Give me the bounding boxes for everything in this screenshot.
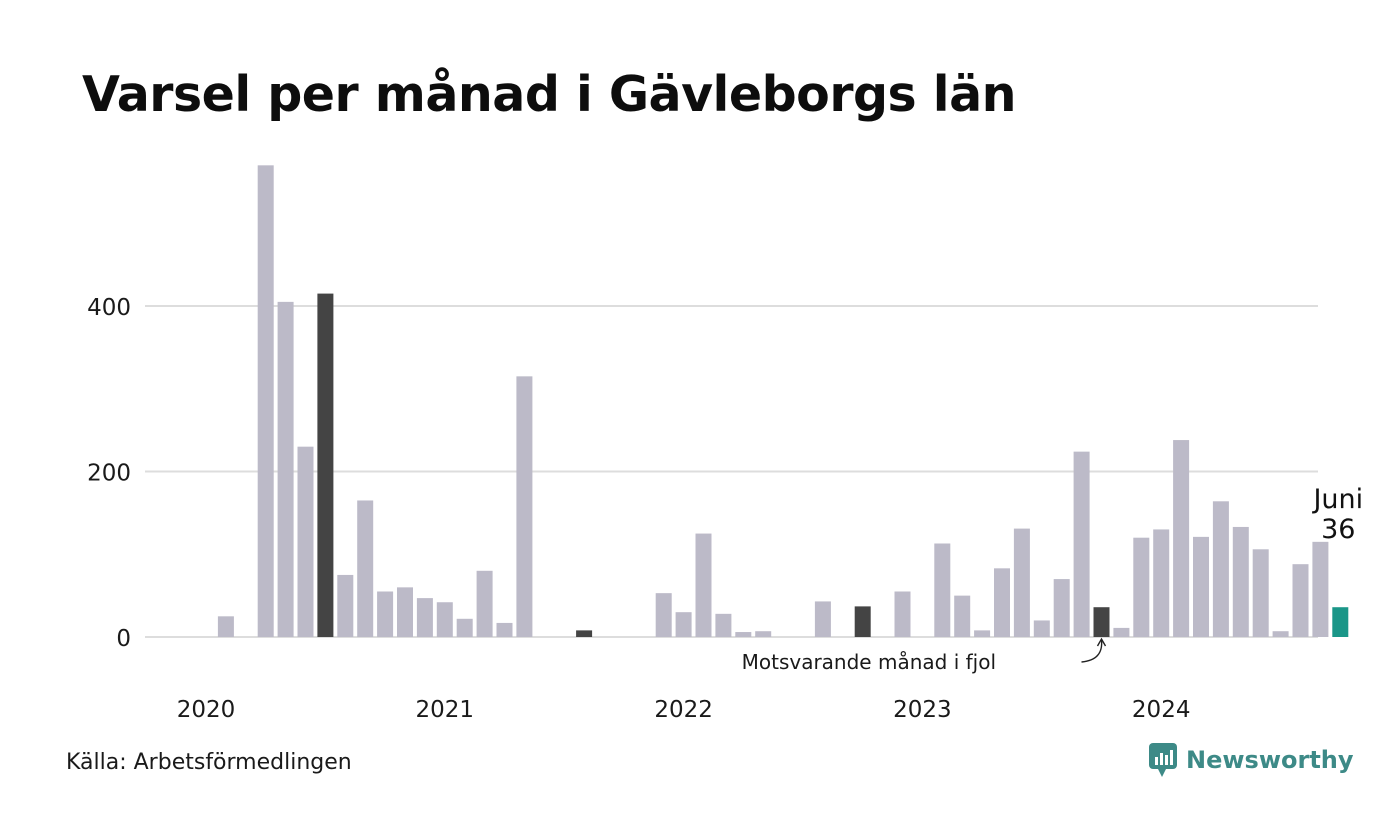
bar-2020-09 (357, 500, 374, 637)
x-tick-label: 2024 (1132, 697, 1191, 723)
bar-2024-02 (1173, 440, 1190, 637)
bar-2020-11 (397, 587, 413, 637)
brand-logo[interactable]: Newsworthy (1148, 742, 1354, 778)
bar-2020-12 (416, 598, 433, 637)
bar-2020-02 (217, 616, 234, 637)
annotation-current-value: 36 (1321, 514, 1355, 545)
bar-2024-04 (1212, 501, 1229, 637)
annotation-arrow (1081, 639, 1103, 663)
bar-2023-08 (1053, 579, 1070, 637)
bar-2020-06 (297, 446, 314, 637)
y-tick-label: 0 (116, 626, 131, 652)
bar-2021-01 (436, 602, 453, 637)
bar-2023-03 (954, 595, 971, 637)
x-tick-label: 2023 (893, 697, 952, 723)
bar-2021-05 (516, 376, 533, 637)
chart-title: Varsel per månad i Gävleborgs län (82, 66, 1017, 123)
y-tick-label: 200 (87, 461, 131, 487)
annotation-current-month: Juni (1311, 484, 1363, 515)
bar-2023-04 (974, 630, 991, 637)
bar-2023-12 (1133, 537, 1150, 637)
bar-2021-04 (496, 622, 513, 637)
bar-2020-10 (377, 591, 394, 637)
y-tick-label: 400 (87, 295, 131, 321)
bar-chart: 0 200 400 2020 2021 2022 2023 2024 Motsvarande m… (87, 165, 1363, 723)
bar-2021-12 (655, 593, 672, 637)
bar-2022-03 (715, 613, 732, 637)
bar-undefined (1332, 607, 1349, 637)
bar-2022-01 (675, 612, 692, 637)
source-label: Källa: Arbetsförmedlingen (66, 750, 352, 775)
bar-2022-02 (695, 533, 712, 637)
x-tick-label: 2022 (654, 697, 713, 723)
bar-2023-10 (1093, 607, 1110, 637)
bar-2023-06 (1013, 528, 1030, 637)
bar-undefined (1272, 631, 1289, 637)
bar-2020-05 (277, 301, 294, 637)
brand-name: Newsworthy (1186, 746, 1354, 774)
x-tick-label: 2021 (416, 697, 475, 723)
annotation-arrow-head (1096, 637, 1107, 647)
bar-2023-05 (994, 568, 1010, 637)
bar-2023-09 (1073, 451, 1090, 637)
x-tick-label: 2020 (177, 697, 236, 723)
bar-2024-05 (1232, 526, 1249, 637)
bar-2022-05 (755, 631, 772, 637)
annotation-previous-year: Motsvarande månad i fjol (742, 650, 996, 674)
bar-undefined (1292, 564, 1309, 637)
bar-2020-08 (337, 574, 354, 637)
bar-2023-02 (934, 543, 951, 637)
bar-2023-07 (1033, 620, 1050, 637)
bar-2024-06 (1252, 549, 1269, 637)
bar-2021-03 (476, 570, 493, 637)
newsworthy-logo-icon (1149, 743, 1177, 777)
bar-2020-04 (257, 165, 274, 637)
bar-2020-07 (317, 293, 334, 637)
bar-2022-04 (735, 632, 752, 637)
bar-2021-02 (456, 618, 473, 637)
bar-undefined (1312, 541, 1329, 637)
bar-2022-10 (854, 606, 871, 637)
bar-2023-11 (1113, 627, 1130, 637)
bar-2022-12 (894, 591, 911, 637)
bar-2024-01 (1153, 529, 1170, 637)
bar-2024-03 (1193, 536, 1209, 637)
bar-2021-08 (576, 630, 593, 637)
bar-2022-08 (814, 601, 831, 637)
